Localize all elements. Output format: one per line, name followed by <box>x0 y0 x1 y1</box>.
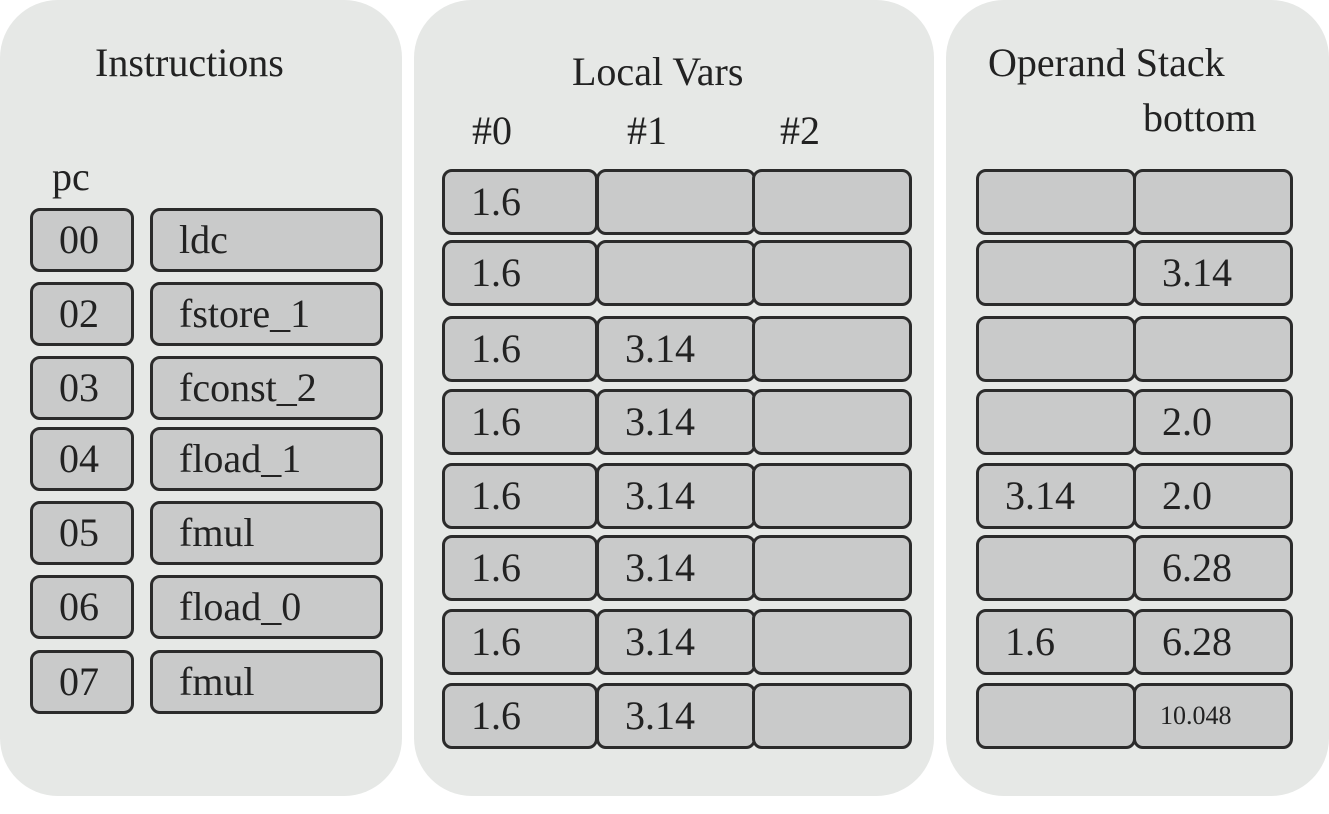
local-var-cell <box>596 240 756 306</box>
stack-cell-text: 6.28 <box>1162 545 1232 590</box>
operand-stack-title: Operand Stack <box>988 40 1225 85</box>
instruction-cell-text: fstore_1 <box>179 291 311 336</box>
stack-cell <box>1133 169 1293 235</box>
local-var-cell: 1.6 <box>442 316 598 382</box>
pc-cell-text: 02 <box>59 291 99 336</box>
instruction-cell: fmul <box>150 650 383 714</box>
stack-cell: 2.0 <box>1133 463 1293 529</box>
local-var-cell: 3.14 <box>596 389 756 455</box>
stack-cell: 6.28 <box>1133 535 1293 601</box>
local-var-cell: 1.6 <box>442 240 598 306</box>
pc-cell: 00 <box>30 208 134 272</box>
local-var-cell-text: 3.14 <box>625 399 695 444</box>
pc-cell: 03 <box>30 356 134 420</box>
local-var-cell-text: 3.14 <box>625 545 695 590</box>
instruction-cell-text: ldc <box>179 217 228 262</box>
local-var-cell <box>752 240 912 306</box>
pc-cell: 06 <box>30 575 134 639</box>
local-var-cell-text: 1.6 <box>471 619 521 664</box>
pc-cell: 05 <box>30 501 134 565</box>
stack-cell <box>976 683 1136 749</box>
local-var-cell: 1.6 <box>442 169 598 235</box>
instruction-cell: fmul <box>150 501 383 565</box>
local-vars-title: Local Vars <box>572 49 744 94</box>
local-var-cell: 3.14 <box>596 535 756 601</box>
local-var-cell: 1.6 <box>442 609 598 675</box>
local-var-cell-text: 1.6 <box>471 473 521 518</box>
stack-cell: 3.14 <box>976 463 1136 529</box>
stack-cell <box>976 169 1136 235</box>
local-var-cell-text: 1.6 <box>471 250 521 295</box>
stack-cell-text: 10.048 <box>1160 701 1232 730</box>
local-var-cell <box>752 683 912 749</box>
instruction-cell: ldc <box>150 208 383 272</box>
stack-cell <box>976 316 1136 382</box>
stack-cell <box>1133 316 1293 382</box>
local-var-cell <box>752 389 912 455</box>
instruction-cell-text: fmul <box>179 659 255 704</box>
stack-cell: 2.0 <box>1133 389 1293 455</box>
local-var-cell: 3.14 <box>596 609 756 675</box>
instruction-cell-text: fload_1 <box>179 436 302 481</box>
local-var-cell: 1.6 <box>442 389 598 455</box>
pc-cell: 02 <box>30 282 134 346</box>
local-var-cell: 1.6 <box>442 683 598 749</box>
local-var-cell-text: 3.14 <box>625 693 695 738</box>
pc-cell-text: 03 <box>59 365 99 410</box>
local-var-cell: 1.6 <box>442 463 598 529</box>
stack-cell-text: 2.0 <box>1162 399 1212 444</box>
pc-label: pc <box>52 154 90 199</box>
pc-cell-text: 05 <box>59 510 99 555</box>
stack-cell-text: 6.28 <box>1162 619 1232 664</box>
local-var-cell: 3.14 <box>596 463 756 529</box>
instruction-cell: fconst_2 <box>150 356 383 420</box>
instruction-cell: fload_1 <box>150 427 383 491</box>
local-var-cell-text: 1.6 <box>471 326 521 371</box>
local-var-cell-text: 1.6 <box>471 179 521 224</box>
local-var-cell <box>752 535 912 601</box>
instruction-cell-text: fmul <box>179 510 255 555</box>
stack-cell-text: 2.0 <box>1162 473 1212 518</box>
local-var-cell <box>752 316 912 382</box>
stack-cell: 6.28 <box>1133 609 1293 675</box>
local-var-cell <box>752 609 912 675</box>
local-var-cell-text: 1.6 <box>471 545 521 590</box>
stack-cell: 3.14 <box>1133 240 1293 306</box>
pc-cell-text: 04 <box>59 436 99 481</box>
instruction-cell-text: fload_0 <box>179 584 302 629</box>
local-var-cell: 1.6 <box>442 535 598 601</box>
stack-cell <box>976 240 1136 306</box>
local-var-cell: 3.14 <box>596 316 756 382</box>
stack-cell <box>976 535 1136 601</box>
stack-cell-text: 3.14 <box>1005 473 1075 518</box>
local-var-cell-text: 3.14 <box>625 473 695 518</box>
stack-cell: 1.6 <box>976 609 1136 675</box>
local-var-cell <box>752 169 912 235</box>
instruction-cell-text: fconst_2 <box>179 365 317 410</box>
stack-cell: 10.048 <box>1133 683 1293 749</box>
local-var-header-1: #1 <box>627 108 667 153</box>
local-var-cell-text: 1.6 <box>471 399 521 444</box>
pc-cell-text: 06 <box>59 584 99 629</box>
local-var-cell <box>752 463 912 529</box>
stack-cell-text: 1.6 <box>1005 619 1055 664</box>
local-var-cell-text: 1.6 <box>471 693 521 738</box>
instruction-cell: fstore_1 <box>150 282 383 346</box>
instructions-title: Instructions <box>95 40 284 85</box>
local-var-cell <box>596 169 756 235</box>
local-var-cell: 3.14 <box>596 683 756 749</box>
instruction-cell: fload_0 <box>150 575 383 639</box>
stack-bottom-label: bottom <box>1143 95 1257 140</box>
local-var-cell-text: 3.14 <box>625 326 695 371</box>
pc-cell-text: 07 <box>59 659 99 704</box>
stack-cell-text: 3.14 <box>1162 250 1232 295</box>
pc-cell: 04 <box>30 427 134 491</box>
local-var-cell-text: 3.14 <box>625 619 695 664</box>
stack-cell <box>976 389 1136 455</box>
local-var-header-2: #2 <box>780 108 820 153</box>
pc-cell: 07 <box>30 650 134 714</box>
pc-cell-text: 00 <box>59 217 99 262</box>
local-var-header-0: #0 <box>472 108 512 153</box>
